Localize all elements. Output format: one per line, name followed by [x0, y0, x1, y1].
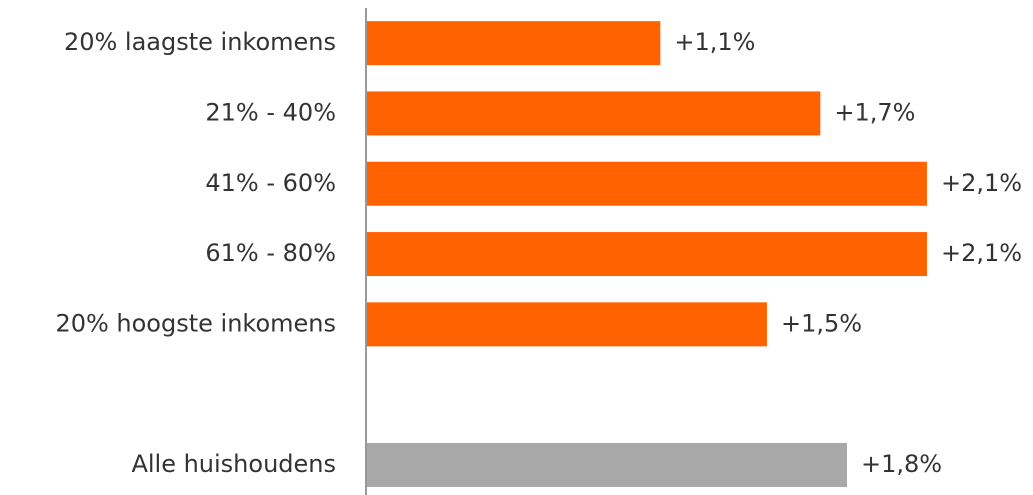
category-label: 20% hoogste inkomens [55, 309, 336, 337]
category-label: 61% - 80% [205, 239, 336, 267]
value-label: +1,8% [861, 450, 942, 478]
category-label: 21% - 40% [205, 98, 336, 126]
value-label: +1,5% [781, 309, 862, 337]
value-label: +1,7% [834, 98, 915, 126]
bar [367, 21, 661, 66]
category-label: 20% laagste inkomens [64, 28, 336, 56]
bar [367, 302, 767, 347]
category-label: Alle huishoudens [131, 450, 336, 478]
bar [367, 232, 927, 277]
value-label: +2,1% [941, 239, 1022, 267]
bar [367, 442, 847, 487]
value-label: +2,1% [941, 169, 1022, 197]
bar [367, 161, 927, 206]
value-label: +1,1% [674, 28, 755, 56]
bar [367, 91, 821, 136]
category-label: 41% - 60% [205, 169, 336, 197]
